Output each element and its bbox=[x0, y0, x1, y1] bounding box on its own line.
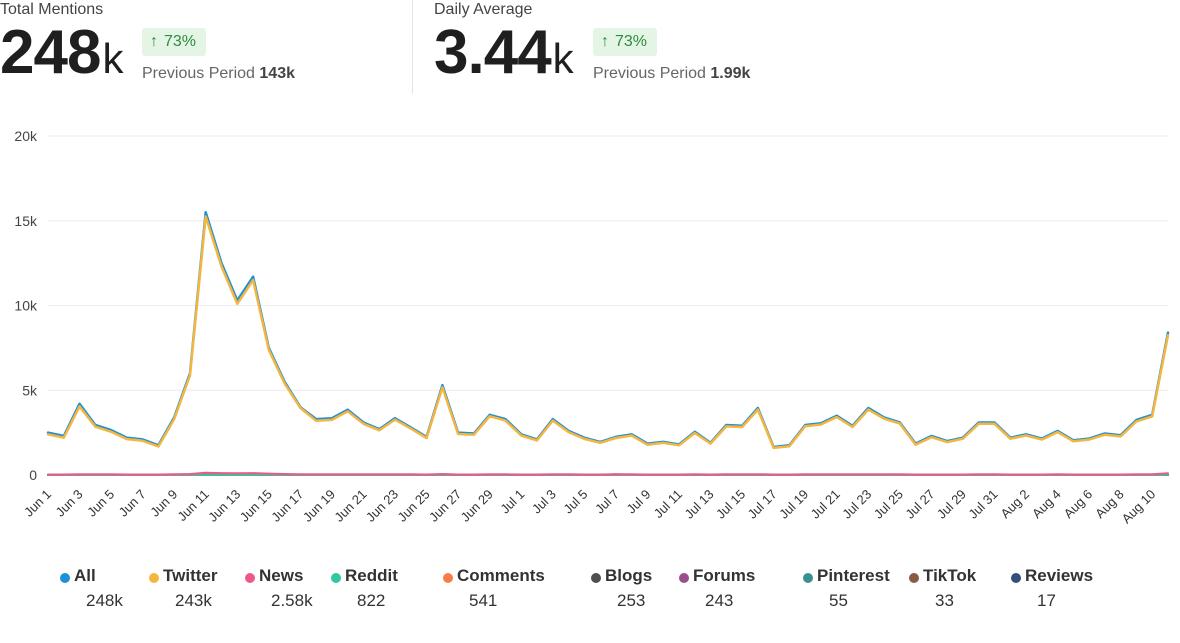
x-tick-label: Jun 1 bbox=[21, 487, 54, 520]
change-value: 73% bbox=[164, 33, 197, 50]
x-tick-label: Jun 5 bbox=[84, 487, 117, 520]
legend-dot-icon bbox=[1011, 573, 1021, 583]
legend-name: Pinterest bbox=[817, 566, 890, 585]
y-tick-label: 5k bbox=[22, 382, 38, 398]
y-tick-label: 15k bbox=[14, 213, 38, 229]
legend-name: All bbox=[74, 566, 96, 585]
legend-dot-icon bbox=[443, 573, 453, 583]
x-tick-label: Jun 13 bbox=[205, 487, 243, 525]
x-tick-label: Jul 11 bbox=[651, 487, 685, 521]
legend-dot-icon bbox=[245, 573, 255, 583]
legend-name: Reddit bbox=[345, 566, 398, 585]
legend-value: 55 bbox=[829, 591, 848, 610]
x-tick-label: Jun 21 bbox=[331, 487, 369, 525]
arrow-up-icon: ↑ bbox=[601, 33, 609, 50]
x-tick-label: Jun 17 bbox=[268, 487, 306, 525]
kpi-value: 3.44k bbox=[434, 20, 574, 102]
x-tick-label: Jun 15 bbox=[237, 487, 275, 525]
previous-period-label: Previous Period bbox=[593, 65, 706, 82]
legend-value: 253 bbox=[617, 591, 646, 610]
legend-value: 17 bbox=[1037, 591, 1056, 610]
x-tick-label: Jun 29 bbox=[458, 487, 496, 525]
kpi-title: Total Mentions bbox=[0, 1, 104, 18]
legend-value: 541 bbox=[469, 591, 498, 610]
x-tick-label: Jul 7 bbox=[592, 487, 622, 517]
legend-value: 33 bbox=[935, 591, 954, 610]
kpi-daily-average: Daily Average 3.44k ↑ 73% Previous Period… bbox=[434, 0, 834, 94]
x-tick-label: Aug 10 bbox=[1119, 487, 1159, 527]
legend-value: 248k bbox=[86, 591, 123, 610]
previous-period-value: 1.99k bbox=[710, 65, 751, 82]
legend-name: Comments bbox=[457, 566, 545, 585]
legend-name: TikTok bbox=[923, 566, 977, 585]
x-tick-label: Aug 4 bbox=[1029, 487, 1064, 522]
legend-value: 822 bbox=[357, 591, 386, 610]
x-tick-label: Jun 7 bbox=[116, 487, 149, 520]
previous-period-label: Previous Period bbox=[142, 65, 255, 82]
x-tick-label: Jun 27 bbox=[426, 487, 464, 525]
change-badge: ↑ 73% bbox=[142, 28, 207, 56]
kpi-total-mentions: Total Mentions 248k ↑ 73% Previous Period… bbox=[0, 0, 413, 94]
x-tick-label: Jul 31 bbox=[965, 487, 1000, 522]
x-tick-label: Jul 3 bbox=[529, 487, 559, 517]
x-tick-label: Jul 9 bbox=[624, 487, 654, 517]
previous-period-value: 143k bbox=[259, 65, 295, 82]
series-line-news bbox=[47, 471, 1169, 476]
y-tick-label: 20k bbox=[14, 128, 38, 144]
y-tick-label: 10k bbox=[14, 298, 38, 314]
kpi-title: Daily Average bbox=[434, 1, 533, 18]
kpi-value-unit: k bbox=[552, 35, 574, 82]
x-tick-label: Jul 5 bbox=[560, 487, 590, 517]
legend-name: Twitter bbox=[163, 566, 218, 585]
series-line-twitter bbox=[46, 215, 1170, 450]
legend-value: 243 bbox=[705, 591, 734, 610]
x-tick-label: Jul 17 bbox=[745, 487, 780, 522]
legend-dot-icon bbox=[803, 573, 813, 583]
x-tick-label: Jul 13 bbox=[682, 487, 717, 522]
previous-period: Previous Period 143k bbox=[142, 65, 295, 83]
previous-period: Previous Period 1.99k bbox=[593, 65, 750, 83]
legend-name: Forums bbox=[693, 566, 756, 585]
legend-dot-icon bbox=[909, 573, 919, 583]
x-tick-label: Jun 19 bbox=[300, 487, 338, 525]
x-tick-label: Jul 29 bbox=[934, 487, 969, 522]
y-tick-label: 0 bbox=[29, 467, 37, 483]
change-value: 73% bbox=[615, 33, 648, 50]
legend-value: 2.58k bbox=[271, 591, 313, 610]
legend-dot-icon bbox=[149, 573, 159, 583]
x-tick-label: Jul 15 bbox=[713, 487, 748, 522]
kpi-value-unit: k bbox=[102, 35, 124, 82]
x-tick-label: Jul 23 bbox=[839, 487, 874, 522]
x-tick-label: Jun 11 bbox=[174, 487, 212, 525]
x-tick-label: Aug 2 bbox=[998, 487, 1033, 522]
arrow-up-icon: ↑ bbox=[150, 33, 158, 50]
x-tick-label: Jun 25 bbox=[394, 487, 432, 525]
x-tick-label: Jul 19 bbox=[776, 487, 811, 522]
legend-dot-icon bbox=[679, 573, 689, 583]
kpi-value: 248k bbox=[0, 20, 123, 102]
legend-name: Blogs bbox=[605, 566, 653, 585]
change-badge: ↑ 73% bbox=[593, 28, 658, 56]
x-tick-label: Jul 21 bbox=[808, 487, 843, 522]
x-tick-label: Jul 25 bbox=[871, 487, 906, 522]
kpi-value-number: 248 bbox=[0, 18, 101, 87]
x-tick-label: Jun 3 bbox=[53, 487, 86, 520]
legend-dot-icon bbox=[331, 573, 341, 583]
legend-dot-icon bbox=[60, 573, 70, 583]
x-tick-label: Jul 1 bbox=[497, 487, 527, 517]
legend-dot-icon bbox=[591, 573, 601, 583]
kpi-value-number: 3.44 bbox=[434, 18, 552, 87]
x-tick-label: Jun 23 bbox=[363, 487, 401, 525]
x-tick-label: Jul 27 bbox=[902, 487, 937, 522]
legend-name: Reviews bbox=[1025, 566, 1094, 585]
legend-value: 243k bbox=[175, 591, 212, 610]
chart-legend: All 248k Twitter 243k News 2.58k Reddit 822 Comm… bbox=[60, 566, 1160, 616]
x-tick-label: Aug 6 bbox=[1061, 487, 1096, 522]
legend-name: News bbox=[259, 566, 304, 585]
